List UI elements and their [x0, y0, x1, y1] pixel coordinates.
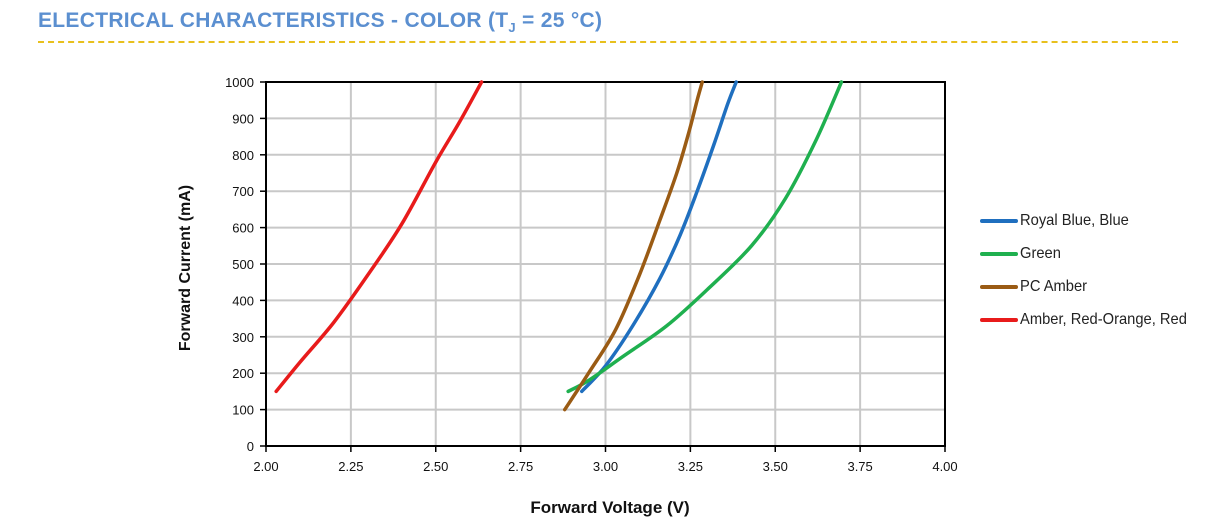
series-line	[563, 80, 705, 412]
x-axis-title: Forward Voltage (V)	[530, 498, 689, 517]
y-tick-label: 500	[232, 257, 254, 272]
legend-swatch	[980, 218, 1018, 223]
x-tick-label: 3.00	[593, 459, 618, 474]
x-tick-label: 2.00	[253, 459, 278, 474]
legend-item: Green	[980, 237, 1201, 270]
title-end: = 25 °C)	[515, 9, 603, 32]
page-title: ELECTRICAL CHARACTERISTICS - COLOR (TJ =…	[38, 9, 602, 35]
x-tick-label: 3.75	[847, 459, 872, 474]
legend-item: Royal Blue, Blue	[980, 204, 1201, 237]
legend-swatch	[980, 284, 1018, 289]
legend-swatch	[980, 251, 1018, 256]
y-tick-label: 400	[232, 293, 254, 308]
legend-label: PC Amber	[1020, 277, 1088, 295]
y-tick-label: 600	[232, 221, 254, 236]
legend-swatch	[980, 317, 1018, 322]
y-tick-label: 900	[232, 111, 254, 126]
y-tick-label: 800	[232, 148, 254, 163]
series-line	[579, 80, 738, 394]
title-main: ELECTRICAL CHARACTERISTICS - COLOR (T	[38, 9, 509, 32]
x-tick-label: 3.25	[678, 459, 703, 474]
x-tick-label: 2.25	[338, 459, 363, 474]
x-tick-label: 2.50	[423, 459, 448, 474]
y-tick-label: 700	[232, 184, 254, 199]
legend-label: Royal Blue, Blue	[1020, 211, 1129, 229]
legend-label: Green	[1020, 244, 1061, 262]
chart-legend: Royal Blue, Blue Green PC Amber Amber, Red-…	[980, 204, 1201, 336]
y-tick-label: 1000	[225, 75, 254, 90]
series-line	[566, 80, 844, 394]
legend-label: Amber, Red-Orange, Red	[1020, 310, 1187, 328]
series-line	[274, 80, 484, 394]
legend-item: PC Amber	[980, 270, 1201, 303]
x-tick-label: 3.50	[763, 459, 788, 474]
y-tick-label: 0	[247, 439, 254, 454]
x-tick-label: 2.75	[508, 459, 533, 474]
x-tick-label: 4.00	[932, 459, 957, 474]
legend-item: Amber, Red-Orange, Red	[980, 303, 1201, 336]
y-axis-title: Forward Current (mA)	[177, 185, 194, 351]
title-subscript: J	[508, 20, 516, 36]
y-tick-label: 200	[232, 366, 254, 381]
y-tick-label: 300	[232, 330, 254, 345]
y-tick-label: 100	[232, 403, 254, 418]
section-header: ELECTRICAL CHARACTERISTICS - COLOR (TJ =…	[38, 9, 1178, 43]
